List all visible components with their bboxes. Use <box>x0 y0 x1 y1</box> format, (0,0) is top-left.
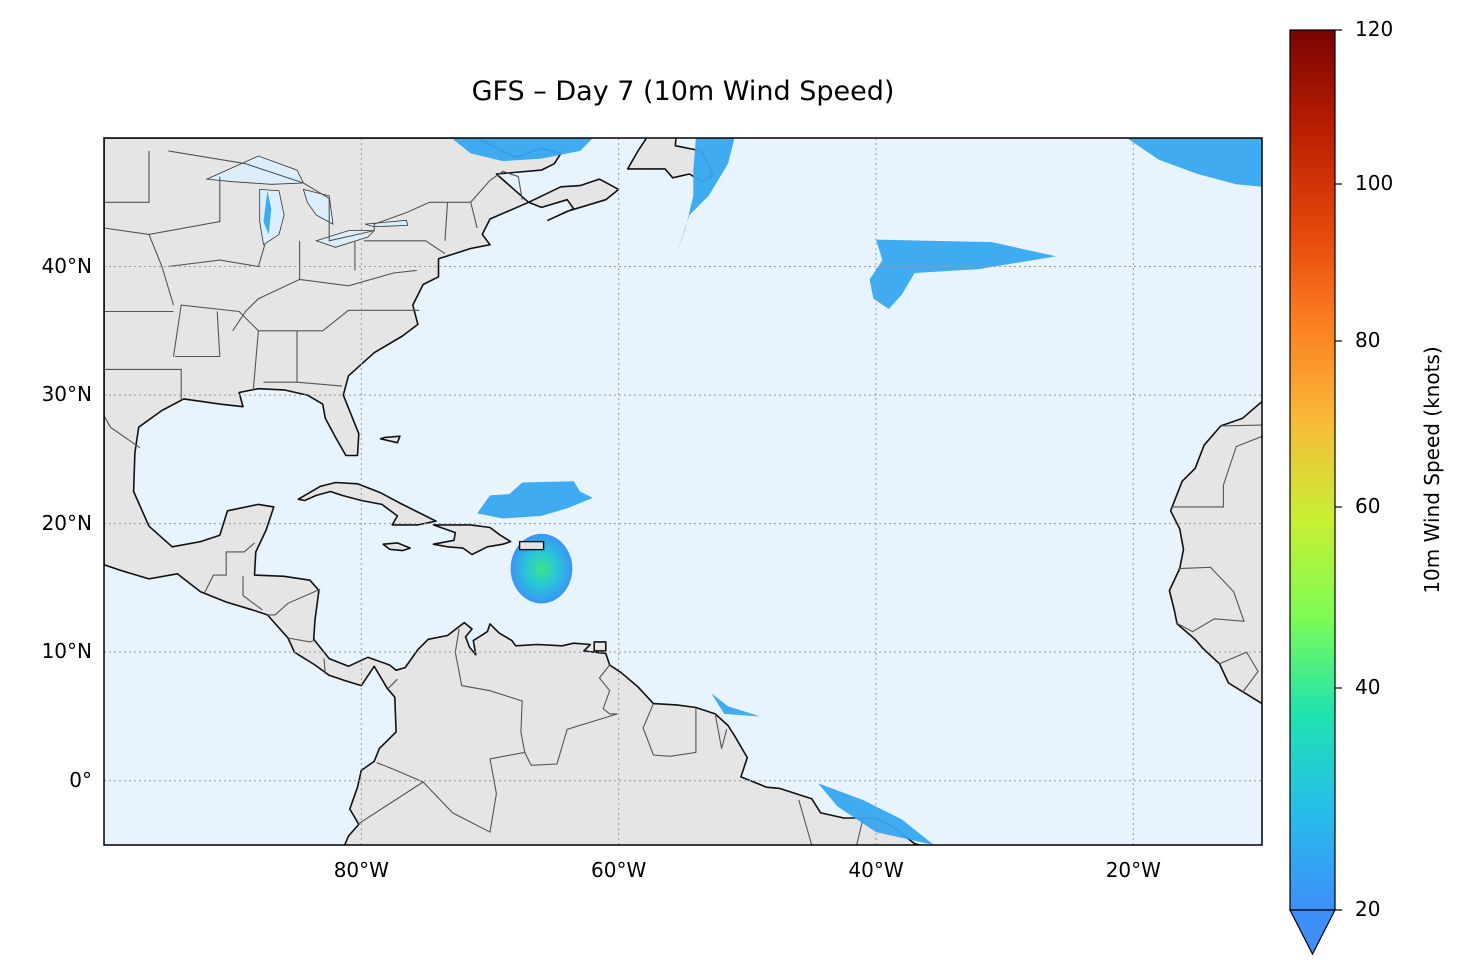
country-border <box>287 637 314 643</box>
country-border <box>252 330 259 390</box>
lake <box>302 188 334 225</box>
country-border <box>524 664 618 766</box>
country-border <box>242 576 263 611</box>
country-border <box>172 304 420 357</box>
colorbar-tick-label: 100 <box>1355 171 1394 195</box>
hispaniola <box>432 524 512 556</box>
bahamas <box>379 435 401 444</box>
country-border <box>104 415 141 449</box>
country-border <box>216 311 221 357</box>
jamaica <box>382 542 412 552</box>
lat-tick-label: 0° <box>69 767 92 792</box>
colorbar-tick-label: 40 <box>1355 675 1381 699</box>
lon-tick-label: 20°W <box>1105 858 1161 882</box>
country-border <box>642 703 697 757</box>
colorbar-tick-label: 60 <box>1355 494 1381 518</box>
tropical-cyclone-wind-area <box>510 533 573 604</box>
country-border <box>104 176 221 235</box>
lon-tick-label: 60°W <box>591 858 647 882</box>
lat-tick-label: 10°N <box>41 639 92 664</box>
country-border <box>1220 424 1262 427</box>
country-border <box>1219 651 1259 693</box>
lat-tick-label: 20°N <box>41 510 92 535</box>
country-border <box>263 381 343 387</box>
colorbar-label: 10m Wind Speed (knots) <box>1420 346 1444 594</box>
wind-speed-area <box>869 239 1057 309</box>
lon-tick-label: 40°W <box>848 858 904 882</box>
wind-speed-area <box>477 481 593 519</box>
country-border <box>104 150 150 203</box>
lake <box>365 219 409 228</box>
africa-landmass <box>1168 400 1262 705</box>
lat-tick-label: 30°N <box>41 382 92 407</box>
country-border <box>104 368 182 401</box>
trinidad <box>593 641 607 652</box>
map-frame <box>103 137 1263 846</box>
country-border <box>798 799 813 845</box>
lake <box>315 230 376 248</box>
country-border <box>363 240 446 255</box>
wind-speed-area <box>263 190 272 235</box>
lake <box>259 188 285 246</box>
wind-speed-area <box>676 138 735 254</box>
map-title: GFS – Day 7 (10m Wind Speed) <box>471 76 895 107</box>
country-border <box>148 234 175 306</box>
country-border <box>470 202 478 229</box>
colorbar-tick-label: 80 <box>1355 328 1381 352</box>
country-border <box>203 542 255 594</box>
cuba <box>297 481 437 526</box>
country-border <box>1171 435 1262 508</box>
colorbar <box>1289 29 1336 911</box>
country-border <box>388 678 398 689</box>
country-border <box>168 244 266 268</box>
country-border <box>323 658 326 675</box>
country-border <box>1261 671 1262 673</box>
wind-speed-area <box>711 693 761 717</box>
country-border <box>376 628 526 833</box>
wind-speed-area <box>451 138 593 162</box>
country-border <box>357 781 424 825</box>
country-border <box>444 202 449 241</box>
americas-landmass <box>104 138 922 845</box>
country-border <box>714 713 728 749</box>
lat-tick-label: 40°N <box>41 253 92 278</box>
country-border <box>267 588 321 616</box>
colorbar-extend-min-arrow <box>1289 909 1336 956</box>
country-border <box>168 150 523 242</box>
colorbar-tick-label: 120 <box>1355 17 1394 41</box>
colorbar-tick-label: 20 <box>1355 897 1381 921</box>
wind-speed-area <box>1126 138 1262 187</box>
country-border <box>1175 566 1245 633</box>
lon-tick-label: 80°W <box>333 858 389 882</box>
